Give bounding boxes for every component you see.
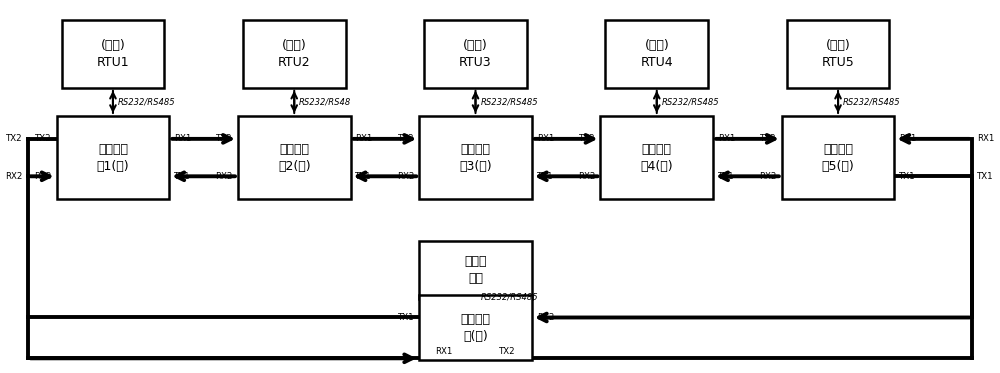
Bar (243, 20, 346, 88)
Bar (782, 116, 894, 199)
Text: TX2: TX2 (398, 134, 414, 143)
Text: TX2: TX2 (216, 134, 233, 143)
Text: RS232/RS485: RS232/RS485 (480, 292, 538, 302)
Text: RX2: RX2 (537, 313, 554, 322)
Text: 通信管
理机: 通信管 理机 (464, 255, 487, 285)
Bar (424, 20, 527, 88)
Text: TX1: TX1 (977, 172, 994, 181)
Text: RX1: RX1 (537, 134, 554, 143)
Text: 自愈光端
机(主): 自愈光端 机(主) (461, 313, 491, 343)
Text: TX2: TX2 (499, 347, 516, 355)
Bar (605, 20, 708, 88)
Text: TX1: TX1 (355, 172, 372, 181)
Text: 自愈光端
机3(从): 自愈光端 机3(从) (459, 142, 492, 173)
Text: 自愈光端
机2(从): 自愈光端 机2(从) (278, 142, 311, 173)
Text: TX2: TX2 (579, 134, 596, 143)
Text: (从机)
RTU2: (从机) RTU2 (278, 39, 311, 69)
Text: TX1: TX1 (174, 172, 191, 181)
Text: TX1: TX1 (718, 172, 735, 181)
Text: RS232/RS485: RS232/RS485 (662, 97, 719, 106)
Text: TX2: TX2 (6, 134, 23, 143)
Text: RX1: RX1 (718, 134, 735, 143)
Text: RX2: RX2 (759, 172, 777, 181)
Bar (787, 20, 889, 88)
Text: RX1: RX1 (174, 134, 192, 143)
Bar (57, 116, 169, 199)
Text: RX1: RX1 (899, 134, 917, 143)
Text: RX2: RX2 (397, 172, 414, 181)
Text: TX1: TX1 (398, 313, 414, 322)
Text: TX1: TX1 (899, 172, 916, 181)
Text: 自愈光端
机4(从): 自愈光端 机4(从) (640, 142, 673, 173)
Text: RS232/RS48: RS232/RS48 (299, 97, 351, 106)
Text: TX2: TX2 (760, 134, 777, 143)
Text: 自愈光端
机5(从): 自愈光端 机5(从) (822, 142, 854, 173)
Text: RX1: RX1 (435, 347, 452, 355)
Text: RX1: RX1 (355, 134, 373, 143)
Bar (419, 241, 532, 299)
Text: RX2: RX2 (578, 172, 596, 181)
Text: (从机)
RTU3: (从机) RTU3 (459, 39, 492, 69)
Text: TX1: TX1 (537, 172, 553, 181)
Text: RS232/RS485: RS232/RS485 (480, 97, 538, 106)
Text: TX2: TX2 (35, 134, 52, 143)
Text: (从机)
RTU5: (从机) RTU5 (822, 39, 854, 69)
Bar (62, 20, 164, 88)
Text: (从机)
RTU1: (从机) RTU1 (97, 39, 129, 69)
Text: RX2: RX2 (5, 172, 23, 181)
Text: RX1: RX1 (977, 134, 995, 143)
Text: RX2: RX2 (216, 172, 233, 181)
Text: RX2: RX2 (34, 172, 52, 181)
Bar (238, 116, 351, 199)
Text: RS232/RS485: RS232/RS485 (118, 97, 175, 106)
Text: (从机)
RTU4: (从机) RTU4 (640, 39, 673, 69)
Bar (600, 116, 713, 199)
Bar (419, 295, 532, 360)
Bar (419, 116, 532, 199)
Text: RS232/RS485: RS232/RS485 (843, 97, 901, 106)
Text: 自愈光端
机1(从): 自愈光端 机1(从) (97, 142, 129, 173)
